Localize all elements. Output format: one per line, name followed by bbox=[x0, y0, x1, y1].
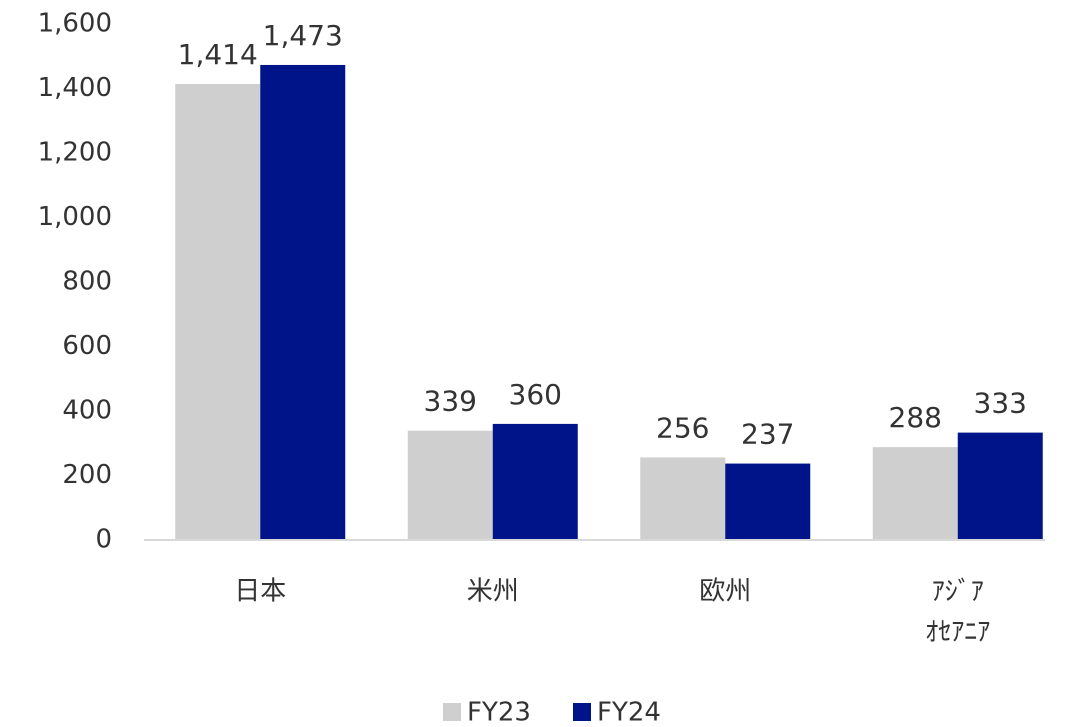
data-label: 333 bbox=[974, 387, 1027, 420]
y-tick-label: 400 bbox=[62, 396, 112, 426]
y-tick-label: 1,000 bbox=[38, 202, 112, 232]
y-tick-label: 1,600 bbox=[38, 9, 112, 39]
bar bbox=[260, 64, 346, 541]
x-tick-label: 欧州 bbox=[699, 577, 751, 607]
data-label: 237 bbox=[741, 418, 794, 451]
data-label: 256 bbox=[656, 411, 709, 444]
data-label: 360 bbox=[509, 378, 562, 411]
x-tick-label: 米州 bbox=[467, 577, 519, 607]
data-label: 1,414 bbox=[178, 38, 258, 71]
y-tick-label: 1,400 bbox=[38, 73, 112, 103]
legend-swatch bbox=[443, 703, 461, 721]
y-tick-label: 1,200 bbox=[38, 138, 112, 168]
data-label: 339 bbox=[424, 385, 477, 418]
legend-label: FY24 bbox=[597, 698, 661, 727]
data-label: 1,473 bbox=[263, 19, 343, 52]
bar bbox=[407, 430, 493, 540]
legend-swatch bbox=[573, 703, 591, 721]
x-tick-label: ｱｼﾞｱｵｾｱﾆｱ bbox=[925, 577, 990, 647]
bar bbox=[957, 432, 1043, 540]
bar bbox=[175, 83, 261, 541]
y-tick-label: 0 bbox=[95, 525, 112, 555]
bar bbox=[725, 463, 811, 540]
y-tick-label: 200 bbox=[62, 460, 112, 490]
data-label: 288 bbox=[889, 401, 942, 434]
legend-label: FY23 bbox=[467, 698, 531, 727]
bar bbox=[872, 447, 958, 540]
bar bbox=[492, 423, 578, 540]
y-tick-label: 800 bbox=[62, 267, 112, 297]
y-tick-label: 600 bbox=[62, 331, 112, 361]
bar bbox=[640, 457, 726, 540]
x-tick-label: 日本 bbox=[234, 577, 286, 607]
